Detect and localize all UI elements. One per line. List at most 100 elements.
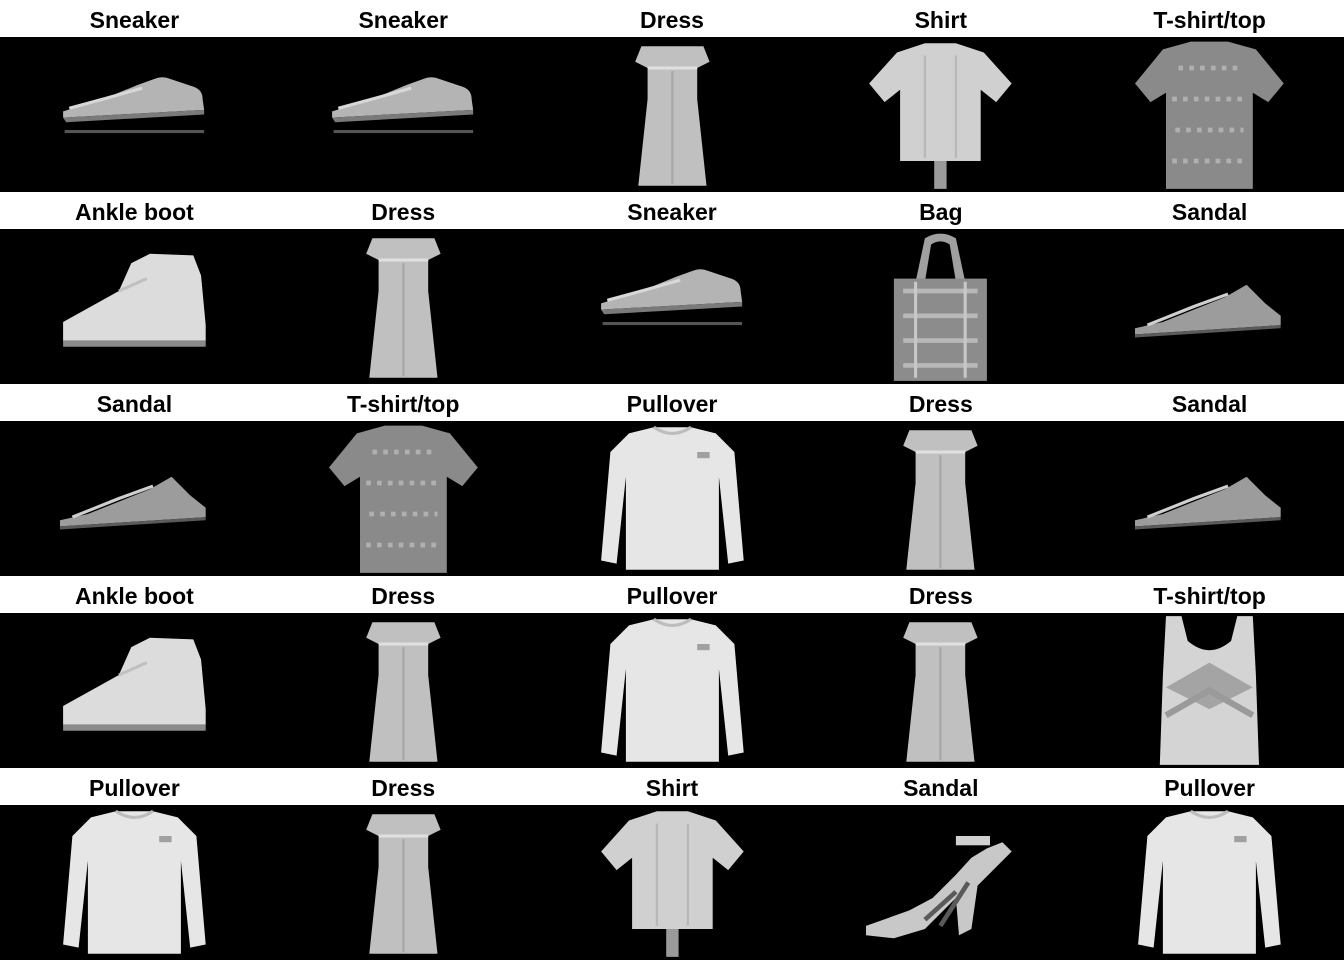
dress-icon (634, 46, 710, 186)
cell-label: Sandal (1075, 384, 1344, 421)
grid-cell: Dress (268, 192, 538, 384)
grid-cell: Ankle boot (0, 576, 269, 768)
grid-cell: Sandal (1075, 384, 1344, 576)
grid-cell: Bag (806, 192, 1076, 384)
heeled-sandal-icon (866, 836, 1013, 939)
dress-icon (365, 238, 441, 378)
pullover-image (1075, 805, 1344, 960)
tshirt-icon (328, 425, 478, 573)
bag-icon (894, 233, 988, 381)
tank-top-icon (1159, 616, 1260, 765)
ankle-boot-icon (63, 637, 206, 731)
dress-icon (365, 622, 441, 762)
cell-label: Sandal (0, 384, 269, 421)
grid-cell: Sandal (1075, 192, 1344, 384)
dress-image (268, 613, 538, 768)
sandal-icon (1135, 284, 1281, 338)
tshirt-image (268, 421, 538, 576)
grid-cell: T-shirt/top (268, 384, 538, 576)
dress-image (537, 37, 807, 192)
dress-icon (903, 622, 978, 762)
cell-label: Sandal (806, 768, 1076, 805)
sneaker-image (268, 37, 538, 192)
dress-icon (903, 430, 978, 570)
grid-cell: Dress (806, 576, 1076, 768)
tshirt-image (1075, 37, 1344, 192)
grid-cell: Sandal (806, 768, 1076, 960)
grid-cell: Sandal (0, 384, 269, 576)
pullover-image (0, 805, 269, 960)
grid-cell: Shirt (806, 0, 1076, 192)
sandal-icon (1135, 476, 1281, 530)
cell-label: Shirt (537, 768, 807, 805)
grid-cell: Shirt (537, 768, 807, 960)
sneaker-icon (600, 269, 742, 326)
cell-label: Shirt (806, 0, 1076, 37)
cell-label: Pullover (537, 384, 807, 421)
cell-label: Pullover (0, 768, 269, 805)
pullover-icon (600, 617, 744, 762)
grid-cell: Pullover (1075, 768, 1344, 960)
dress-image (268, 805, 538, 960)
grid-cell: T-shirt/top (1075, 0, 1344, 192)
grid-cell: Dress (806, 384, 1076, 576)
cell-label: T-shirt/top (268, 384, 538, 421)
cell-label: Ankle boot (0, 576, 269, 613)
ankle-boot-image (0, 613, 269, 768)
cell-label: Dress (268, 768, 538, 805)
grid-cell: Pullover (537, 576, 807, 768)
sneaker-icon (63, 77, 205, 134)
heeled-sandal-image (806, 805, 1076, 960)
grid-cell: Sneaker (537, 192, 807, 384)
cell-label: Sneaker (537, 192, 807, 229)
grid-cell: Ankle boot (0, 192, 269, 384)
dress-image (806, 613, 1076, 768)
tank-top-image (1075, 613, 1344, 768)
bag-image (806, 229, 1076, 384)
grid-cell: Pullover (0, 768, 269, 960)
cell-label: Dress (537, 0, 807, 37)
pullover-image (537, 613, 807, 768)
cell-label: T-shirt/top (1075, 576, 1344, 613)
sandal-image (1075, 421, 1344, 576)
pullover-icon (1138, 809, 1281, 954)
cell-label: Dress (268, 576, 538, 613)
pullover-image (537, 421, 807, 576)
ankle-boot-icon (63, 253, 206, 347)
grid-cell: Pullover (537, 384, 807, 576)
tshirt-icon (1135, 41, 1284, 189)
shirt-image (806, 37, 1076, 192)
grid-cell: Dress (537, 0, 807, 192)
grid-cell: T-shirt/top (1075, 576, 1344, 768)
grid-cell: Sneaker (268, 0, 538, 192)
shirt-icon (600, 811, 744, 957)
cell-label: Dress (806, 384, 1076, 421)
dress-image (268, 229, 538, 384)
cell-label: Pullover (1075, 768, 1344, 805)
sneaker-image (0, 37, 269, 192)
shirt-image (537, 805, 807, 960)
shirt-icon (869, 43, 1013, 189)
cell-label: Bag (806, 192, 1076, 229)
sandal-image (0, 421, 269, 576)
dress-image (806, 421, 1076, 576)
cell-label: Ankle boot (0, 192, 269, 229)
cell-label: Sneaker (268, 0, 538, 37)
sandal-icon (59, 476, 206, 530)
cell-label: T-shirt/top (1075, 0, 1344, 37)
cell-label: Pullover (537, 576, 807, 613)
cell-label: Dress (806, 576, 1076, 613)
sneaker-image (537, 229, 807, 384)
sneaker-icon (331, 77, 473, 134)
grid-cell: Dress (268, 768, 538, 960)
pullover-icon (600, 425, 744, 570)
grid-cell: Dress (268, 576, 538, 768)
cell-label: Sneaker (0, 0, 269, 37)
sandal-image (1075, 229, 1344, 384)
cell-label: Sandal (1075, 192, 1344, 229)
pullover-icon (63, 809, 206, 954)
grid-cell: Sneaker (0, 0, 269, 192)
dress-icon (365, 814, 441, 954)
cell-label: Dress (268, 192, 538, 229)
